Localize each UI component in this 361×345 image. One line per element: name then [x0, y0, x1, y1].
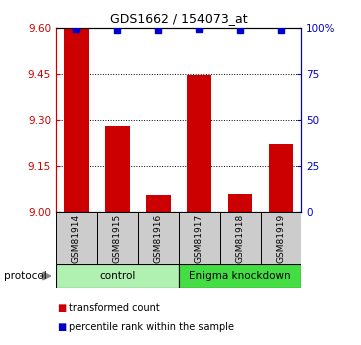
- Bar: [97, 212, 138, 264]
- Bar: [269, 145, 293, 212]
- Bar: [228, 194, 252, 212]
- Text: ■: ■: [57, 322, 66, 332]
- Bar: [56, 264, 179, 288]
- Text: GSM81916: GSM81916: [154, 214, 163, 263]
- Text: transformed count: transformed count: [69, 303, 159, 313]
- Text: Enigma knockdown: Enigma knockdown: [189, 271, 291, 281]
- Text: GSM81919: GSM81919: [277, 214, 286, 263]
- Bar: [179, 264, 301, 288]
- Title: GDS1662 / 154073_at: GDS1662 / 154073_at: [110, 12, 248, 25]
- Bar: [105, 126, 130, 212]
- Bar: [179, 212, 219, 264]
- Bar: [64, 29, 89, 212]
- Bar: [138, 212, 179, 264]
- Bar: [146, 195, 170, 212]
- Text: control: control: [99, 271, 135, 281]
- Text: ■: ■: [57, 303, 66, 313]
- Text: GSM81917: GSM81917: [195, 214, 204, 263]
- Bar: [261, 212, 301, 264]
- Bar: [219, 212, 261, 264]
- Text: GSM81915: GSM81915: [113, 214, 122, 263]
- Text: percentile rank within the sample: percentile rank within the sample: [69, 322, 234, 332]
- Text: GSM81914: GSM81914: [72, 214, 81, 263]
- Text: protocol: protocol: [4, 271, 46, 281]
- Bar: [187, 75, 212, 212]
- Bar: [56, 212, 97, 264]
- Text: GSM81918: GSM81918: [236, 214, 244, 263]
